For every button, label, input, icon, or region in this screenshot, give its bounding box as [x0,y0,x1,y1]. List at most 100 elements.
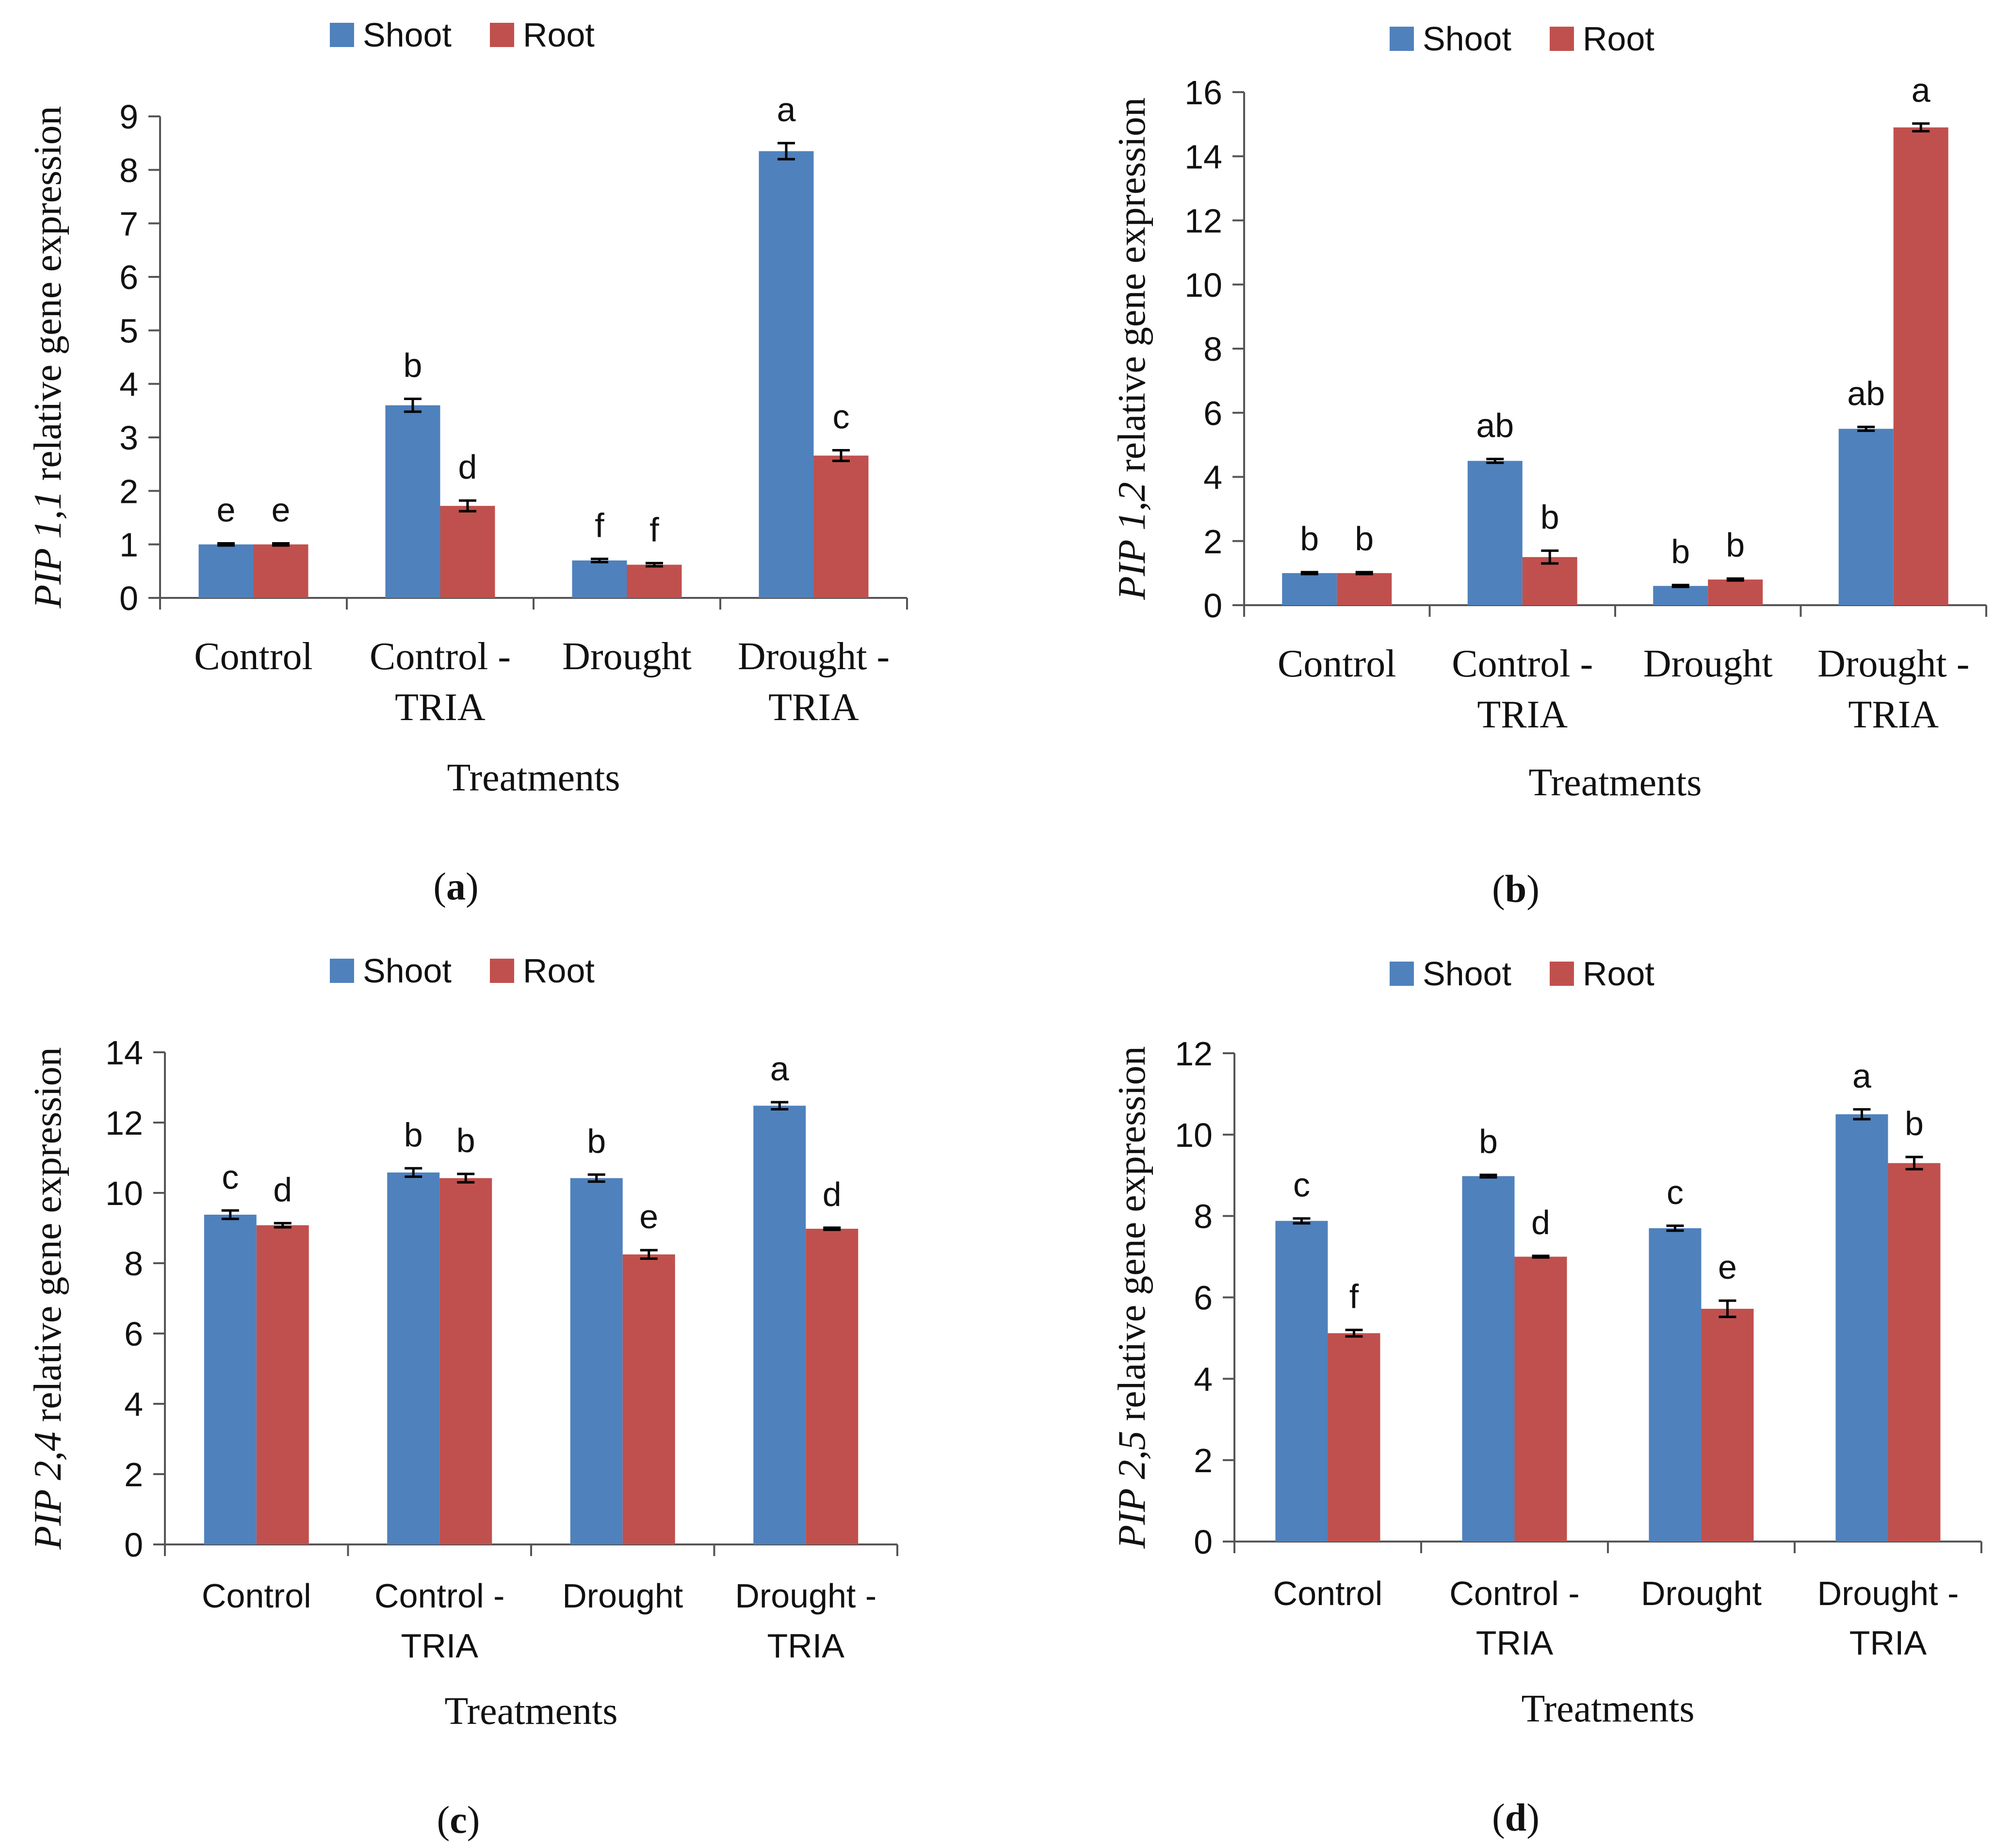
error-bar [1293,1217,1311,1225]
chart-panel-a: 0 1 2 3 4 5 6 7 8 9 e e Control b d Control - TRIA f f Drou… [27,16,908,908]
x-category-label: TRIA [395,686,486,729]
error-bar [1671,583,1689,588]
significance-letter: f [1349,1278,1359,1316]
legend: Shoot Root [330,16,595,54]
x-category-label: Control [194,635,312,678]
y-tick-label: 4 [1194,1360,1213,1398]
bar-root [256,1225,309,1544]
y-tick-label: 6 [124,1315,143,1353]
error-bar [1853,1108,1871,1121]
bar-shoot [198,544,254,598]
error-bar [1486,457,1504,464]
legend-label-root: Root [523,952,595,990]
error-bar [457,1173,475,1184]
significance-letter: a [1852,1057,1871,1095]
error-bar [1355,571,1373,576]
y-axis-title-rest: relative gene expression [1111,97,1153,482]
significance-letter: b [404,347,422,385]
significance-letter: c [833,398,850,435]
significance-letter: c [1667,1173,1684,1211]
y-axis-title-rest: relative gene expression [1111,1046,1153,1431]
bar-shoot [570,1178,623,1544]
y-tick-label: 12 [1184,202,1222,240]
error-bar [217,542,235,547]
x-category-label: Drought - [735,1577,876,1615]
significance-letter: b [587,1122,606,1160]
x-category-label: TRIA [1848,693,1939,736]
significance-letter: ab [1847,374,1885,412]
y-tick-label: 8 [124,1245,143,1283]
error-bar [1345,1329,1363,1338]
x-category-label: Control - [370,635,511,678]
bar-shoot [1835,1114,1888,1542]
y-axis-title: PIP 2,5 relative gene expression [1111,1046,1153,1549]
legend-label-root: Root [1583,955,1654,993]
bar-root [1893,127,1948,605]
error-bar [221,1209,239,1221]
bar-shoot [753,1106,806,1544]
x-category-label: TRIA [767,1627,845,1665]
significance-letter: b [1671,532,1690,570]
y-axis-gene-name: PIP 2,5 [1111,1431,1153,1549]
y-tick-label: 6 [1194,1279,1213,1317]
y-axis-title: PIP 2,4 relative gene expression [27,1047,69,1550]
bar-shoot [387,1172,440,1544]
legend-label-root: Root [1583,20,1654,58]
significance-letter: b [1300,520,1319,558]
error-bar [646,562,663,568]
x-category-label: TRIA [401,1627,479,1665]
significance-letter: f [595,506,604,544]
legend-swatch-shoot [1390,27,1414,51]
x-category-label: TRIA [1477,693,1568,736]
bar-shoot [204,1214,257,1544]
significance-letter: ab [1476,406,1514,444]
legend-label-shoot: Shoot [1423,955,1511,993]
legend-swatch-root [490,23,514,47]
legend-swatch-shoot [330,23,354,47]
x-category-label: Control - [1452,643,1593,685]
y-tick-label: 6 [119,258,138,296]
x-category-label: Drought - [1817,643,1969,685]
error-bar [1479,1173,1497,1179]
significance-letter: e [272,491,291,529]
y-tick-label: 4 [1203,459,1222,497]
significance-letter: a [777,91,796,129]
legend-swatch-shoot [1390,962,1414,986]
significance-letter: a [1912,71,1930,109]
bar-shoot [572,560,627,598]
error-bar [1912,122,1930,133]
significance-letter: f [649,511,659,548]
error-bar [591,557,608,563]
legend: Shoot Root [1390,955,1654,993]
x-category-label: TRIA [1849,1624,1927,1662]
y-tick-label: 0 [119,579,138,617]
legend-label-shoot: Shoot [363,16,452,54]
legend-swatch-shoot [330,959,354,983]
significance-letter: d [823,1175,842,1213]
x-category-label: Control [202,1577,311,1615]
x-axis-title: Treatments [1528,761,1702,804]
legend-label-shoot: Shoot [1423,20,1511,58]
bar-shoot [1649,1228,1702,1542]
y-tick-label: 0 [1194,1523,1213,1561]
bar-root [1708,579,1763,605]
significance-letter: a [770,1050,789,1088]
x-category-label: Drought - [1817,1575,1959,1612]
y-axis-gene-name: PIP 1,2 [1111,482,1153,600]
x-axis-title: Treatments [1521,1687,1694,1730]
y-tick-label: 4 [124,1385,143,1423]
bar-root [1328,1333,1380,1542]
significance-letter: d [458,448,477,486]
bar-shoot [385,405,440,598]
x-category-label: Drought - [738,635,890,678]
error-bar [274,1221,292,1229]
bar-shoot [1282,573,1337,605]
x-category-label: Control - [1449,1575,1579,1612]
bar-root [439,1178,492,1544]
y-tick-label: 2 [119,472,138,510]
error-bar [272,542,290,547]
y-axis-title: PIP 1,1 relative gene expression [27,106,69,609]
error-bar [404,398,421,413]
